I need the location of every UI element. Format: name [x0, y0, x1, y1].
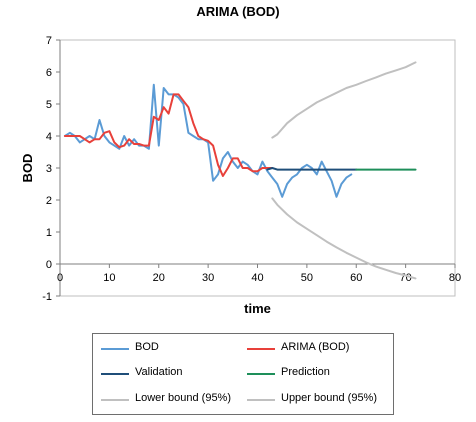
y-tick-label: 1 [46, 227, 52, 239]
y-axis-label: BOD [20, 154, 35, 183]
legend-swatch-upper-bound [247, 399, 275, 401]
y-tick-label: 5 [46, 99, 52, 111]
series-lower-bound-line [271, 197, 417, 280]
legend: BOD ARIMA (BOD) Validation Prediction Lo… [92, 333, 394, 415]
legend-label-validation: Validation [135, 366, 183, 378]
legend-swatch-validation [101, 373, 129, 375]
series-upper-bound-line [271, 61, 417, 139]
series-validation-line [266, 167, 358, 171]
x-tick-label: 40 [251, 272, 263, 284]
legend-swatch-bod [101, 348, 129, 350]
legend-swatch-prediction [247, 373, 275, 375]
x-tick-label: 50 [301, 272, 313, 284]
x-tick-label: 20 [153, 272, 165, 284]
series-bod-line [63, 83, 353, 198]
y-tick-label: 4 [46, 131, 52, 143]
y-tick-label: 0 [46, 259, 52, 271]
x-tick-label: 0 [57, 272, 63, 284]
x-tick-label: 80 [449, 272, 461, 284]
x-tick-label: 60 [350, 272, 362, 284]
y-tick-label: -1 [42, 291, 52, 303]
chart-title: ARIMA (BOD) [196, 4, 280, 19]
series-layer [63, 61, 417, 280]
y-tick-label: 3 [46, 163, 52, 175]
legend-label-prediction: Prediction [281, 366, 330, 378]
series-arima-line [63, 93, 274, 177]
x-tick-label: 10 [103, 272, 115, 284]
legend-label-bod: BOD [135, 341, 159, 353]
x-tick-label: 30 [202, 272, 214, 284]
legend-label-lower-bound: Lower bound (95%) [135, 392, 232, 404]
legend-label-arima: ARIMA (BOD) [281, 341, 350, 353]
y-tick-label: 6 [46, 67, 52, 79]
x-axis-label: time [244, 301, 271, 316]
legend-swatch-lower-bound [101, 399, 129, 401]
y-tick-label: 2 [46, 195, 52, 207]
plot-frame [59, 39, 456, 297]
y-tick-label: 7 [46, 35, 52, 47]
legend-label-upper-bound: Upper bound (95%) [281, 392, 378, 404]
legend-swatch-arima [247, 348, 275, 350]
